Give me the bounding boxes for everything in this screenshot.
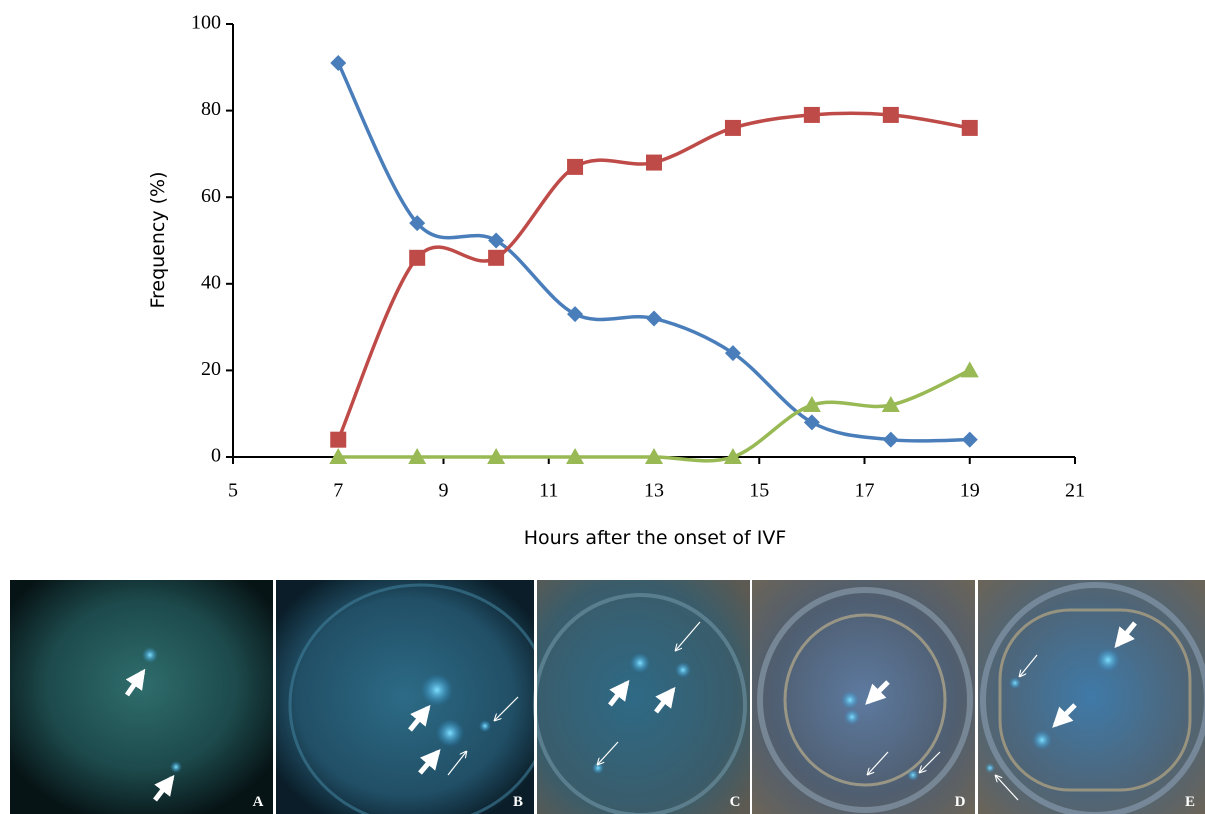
x-tick-label: 21	[1065, 480, 1085, 502]
y-tick-label: 100	[191, 12, 221, 34]
point	[567, 159, 583, 175]
nucleus	[907, 769, 919, 781]
point	[646, 310, 662, 326]
point	[962, 120, 978, 136]
nucleus	[630, 653, 650, 673]
x-tick-label: 9	[439, 480, 449, 502]
nucleus	[1032, 730, 1052, 750]
separator	[273, 580, 276, 814]
point	[804, 107, 820, 123]
nucleus	[1009, 677, 1021, 689]
separator	[975, 580, 978, 814]
point	[567, 306, 583, 322]
x-tick-label: 17	[855, 480, 875, 502]
point	[409, 250, 425, 266]
nucleus	[170, 761, 182, 773]
panel-label: E	[1185, 794, 1195, 810]
y-tick-label: 20	[201, 358, 221, 380]
nucleus	[421, 674, 453, 706]
point	[725, 120, 741, 136]
micrographs	[10, 580, 1205, 814]
y-tick-label: 40	[201, 271, 221, 293]
separator	[750, 580, 752, 814]
x-axis-title: Hours after the onset of IVF	[524, 527, 787, 549]
x-tick-label: 7	[333, 480, 343, 502]
nucleus	[985, 763, 995, 773]
separator	[534, 580, 537, 814]
panel-label: D	[955, 794, 966, 810]
figure: Hours after the onset of IVF Frequency (…	[0, 0, 1205, 814]
x-tick-label: 13	[644, 480, 664, 502]
point	[962, 432, 978, 448]
x-tick-label: 11	[539, 480, 558, 502]
photo-panel	[10, 580, 273, 814]
series-line	[338, 370, 970, 460]
point	[488, 250, 504, 266]
point	[330, 55, 346, 71]
panel-label: A	[253, 794, 264, 810]
point	[883, 107, 899, 123]
panel-label: B	[513, 794, 523, 810]
point	[883, 432, 899, 448]
y-tick-label: 80	[201, 98, 221, 120]
y-tick-label: 60	[201, 185, 221, 207]
nucleus	[1096, 648, 1120, 672]
y-axis-title: Frequency (%)	[147, 171, 169, 308]
point	[804, 414, 820, 430]
point	[961, 361, 979, 377]
x-tick-label: 5	[228, 480, 238, 502]
series-line	[338, 63, 970, 441]
nucleus	[844, 709, 860, 725]
nucleus	[675, 662, 691, 678]
nucleus	[841, 691, 859, 709]
nucleus	[436, 719, 464, 747]
nucleus	[479, 720, 491, 732]
panel-label: C	[730, 794, 741, 810]
photo-panel	[276, 580, 534, 814]
y-tick-label: 0	[211, 445, 221, 467]
nucleus	[142, 647, 158, 663]
point	[330, 432, 346, 448]
point	[646, 155, 662, 171]
x-tick-label: 15	[749, 480, 769, 502]
x-tick-label: 19	[960, 480, 980, 502]
